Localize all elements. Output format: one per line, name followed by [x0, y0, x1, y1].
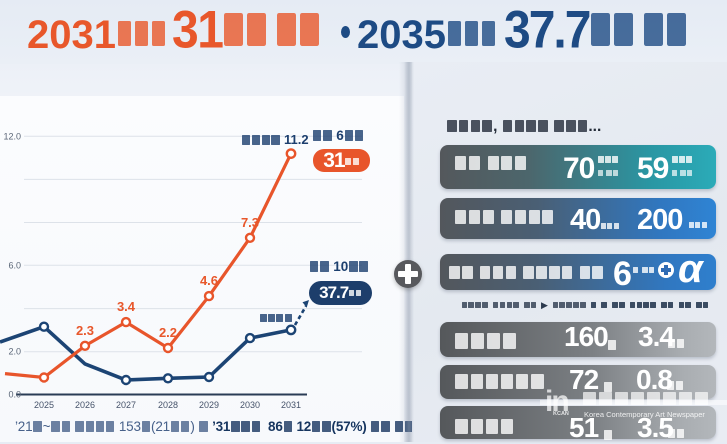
svg-text:2.0: 2.0	[8, 347, 21, 357]
svg-text:6.0: 6.0	[8, 260, 21, 270]
svg-text:2027: 2027	[116, 400, 136, 410]
svg-text:2026: 2026	[75, 400, 95, 410]
svg-text:2.3: 2.3	[76, 323, 94, 338]
svg-text:0.0: 0.0	[8, 390, 21, 400]
svg-text:2031: 2031	[281, 400, 301, 410]
svg-text:2025: 2025	[34, 400, 54, 410]
svg-text:2030: 2030	[240, 400, 260, 410]
svg-text:7.3: 7.3	[241, 215, 259, 230]
svg-text:2028: 2028	[158, 400, 178, 410]
svg-text:2029: 2029	[199, 400, 219, 410]
svg-text:12.0: 12.0	[3, 131, 21, 141]
svg-text:3.4: 3.4	[117, 299, 136, 314]
svg-text:4.6: 4.6	[200, 273, 218, 288]
svg-text:2.2: 2.2	[159, 325, 177, 340]
